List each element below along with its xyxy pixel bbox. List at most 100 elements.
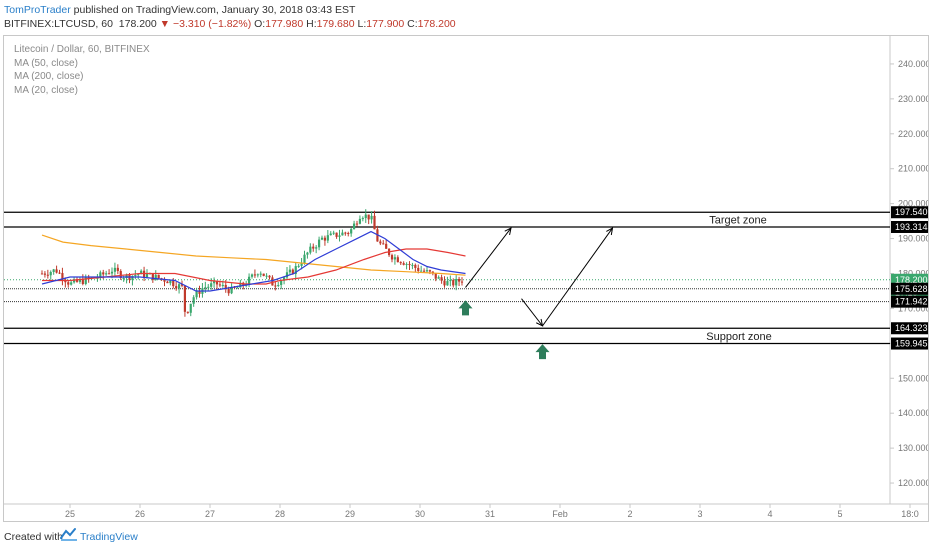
candle-up [285, 272, 289, 278]
author-link[interactable]: TomProTrader [4, 4, 71, 16]
tradingview-brand-link[interactable]: TradingView [80, 531, 138, 543]
candle-down [268, 275, 271, 278]
support-zone-label: Support zone [706, 331, 771, 343]
x-tick-label: 18:0 [901, 509, 919, 519]
price-tag-label: 197.540 [895, 207, 928, 217]
y-tick-label: 200.000 [898, 199, 928, 209]
candle-down [253, 274, 257, 276]
target-projection-1[interactable] [465, 227, 512, 288]
chart-panel[interactable]: 120.000130.000140.000150.000160.000170.0… [3, 35, 929, 522]
legend-title: Litecoin / Dollar, 60, BITFINEX [14, 44, 150, 55]
candle-up [358, 218, 362, 224]
x-tick-label: 27 [205, 509, 215, 519]
candle-up [411, 264, 414, 266]
legend-ma200[interactable]: MA (200, close) [14, 71, 84, 82]
last-price: 178.200 [118, 18, 157, 30]
target-projection-2[interactable] [542, 227, 613, 327]
candle-down [271, 277, 274, 286]
candle-up [110, 271, 114, 274]
price-tag-label: 171.942 [895, 297, 928, 307]
x-tick-label: 3 [697, 509, 702, 519]
legend-ma50[interactable]: MA (50, close) [14, 57, 78, 69]
candle-down [163, 278, 166, 282]
candle-up [84, 277, 87, 284]
candle-up [189, 303, 192, 313]
candle-up [282, 277, 286, 281]
candle-up [236, 287, 239, 289]
down-arrow-icon: ▼ [159, 18, 171, 30]
candle-up [437, 277, 440, 279]
candle-up [204, 287, 207, 289]
price-chart[interactable]: 120.000130.000140.000150.000160.000170.0… [4, 36, 928, 521]
candle-up [306, 252, 309, 255]
candle-up [134, 274, 137, 276]
low-value: 177.900 [366, 18, 405, 30]
candle-up [212, 280, 216, 284]
price-tag-box [891, 295, 928, 308]
tradingview-logo-icon[interactable] [60, 527, 78, 541]
candle-down [335, 232, 338, 237]
candle-up [247, 276, 251, 285]
candle-up [49, 271, 52, 276]
candle-down [61, 273, 64, 280]
candle-down [291, 269, 294, 275]
candle-up [250, 274, 254, 277]
candle-up [72, 279, 76, 283]
y-tick-label: 150.000 [898, 373, 928, 383]
candle-up [256, 274, 259, 276]
candle-up [70, 282, 73, 285]
buy-arrow-1-icon[interactable] [458, 300, 473, 316]
close-label: C: [407, 18, 418, 30]
candle-up [192, 297, 195, 304]
candle-up [297, 265, 300, 267]
price-tag-box [891, 337, 928, 350]
x-tick-label: 4 [767, 509, 772, 519]
candle-down [402, 263, 405, 265]
candle-up [364, 214, 367, 219]
candle-down [224, 284, 227, 289]
candle-down [408, 263, 411, 266]
candle-up [195, 290, 198, 298]
candle-up [239, 282, 242, 288]
x-tick-label: Feb [552, 509, 568, 519]
pullback-projection[interactable] [521, 298, 543, 327]
y-tick-label: 140.000 [898, 408, 928, 418]
candle-up [294, 266, 297, 275]
candle-down [102, 272, 105, 275]
candle-up [137, 274, 140, 276]
candle-up [277, 284, 280, 286]
buy-arrow-2-icon[interactable] [535, 344, 550, 360]
legend-ma20[interactable]: MA (20, close) [14, 84, 78, 96]
candle-down [175, 286, 178, 289]
publish-info: TomProTrader published on TradingView.co… [4, 4, 355, 16]
candle-down [460, 281, 464, 283]
price-tag-label: 193.314 [895, 222, 928, 232]
chart-header: TomProTrader published on TradingView.co… [0, 0, 932, 34]
candle-down [227, 288, 230, 294]
candle-down [390, 255, 394, 260]
candle-down [379, 241, 382, 244]
price-tag-label: 178.200 [895, 275, 928, 285]
candle-up [288, 269, 292, 273]
candle-down [262, 273, 265, 276]
low-label: L: [357, 18, 367, 30]
y-tick-label: 240.000 [898, 59, 928, 69]
publish-text: published on TradingView.com, January 30… [70, 4, 356, 16]
candle-down [186, 311, 189, 313]
ma20-line [41, 230, 466, 292]
price-tag-label: 164.323 [895, 323, 928, 333]
candle-down [355, 223, 359, 225]
candle-down [172, 280, 175, 287]
candle-down [396, 257, 399, 263]
y-tick-label: 220.000 [898, 129, 928, 139]
target-projection-1-head [504, 227, 512, 236]
candle-down [373, 215, 376, 230]
candle-up [230, 286, 233, 294]
x-tick-label: 29 [345, 509, 355, 519]
candle-up [317, 239, 321, 248]
high-label: H: [306, 18, 317, 30]
candle-up [140, 270, 143, 275]
candle-up [446, 281, 449, 286]
chart-legend: Litecoin / Dollar, 60, BITFINEX MA (50, … [14, 43, 150, 97]
quote-line: BITFINEX:LTCUSD, 60 178.200 ▼ −3.310 (−1… [4, 18, 456, 30]
